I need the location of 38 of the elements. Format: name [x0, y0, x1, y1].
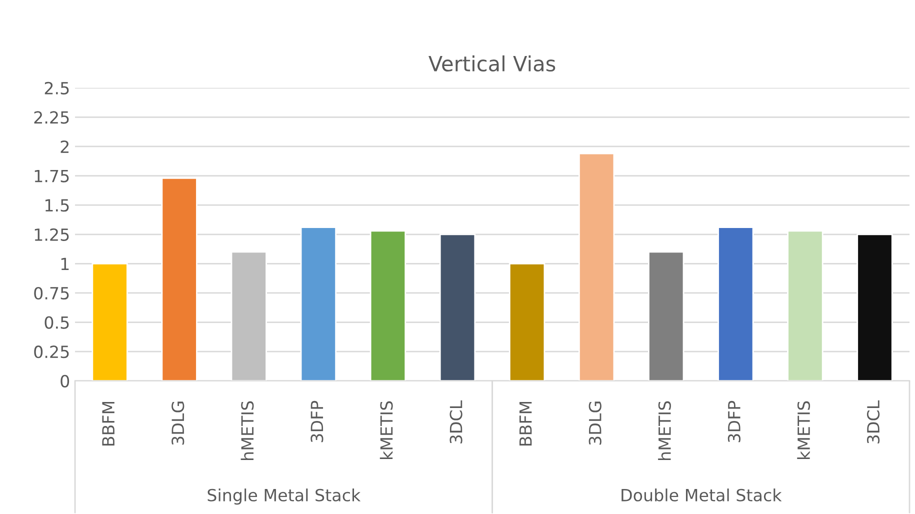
x-tick-label: 3DFP — [310, 400, 324, 442]
y-tick-label: 0.75 — [34, 286, 69, 300]
x-tick-label: BBFM — [519, 402, 532, 446]
x-tick-label: kMETIS — [380, 401, 393, 460]
x-tick-label: kMETIS — [797, 401, 810, 460]
x-tick-label: hMETIS — [658, 401, 671, 460]
y-tick-label: 2.25 — [34, 111, 69, 124]
x-tick-label: 3DLG — [588, 402, 602, 445]
y-tick-label: 1.5 — [45, 199, 69, 212]
bar — [300, 226, 336, 381]
bar — [161, 177, 198, 381]
y-tick-label: 0.5 — [44, 316, 69, 329]
x-tick-label: 3DCL — [866, 400, 880, 444]
x-tick-label: BBFM — [102, 402, 114, 446]
y-tick-label: 2.5 — [44, 82, 69, 94]
bar — [787, 230, 824, 381]
y-tick-label: 0.25 — [34, 346, 69, 358]
x-tick-label: hMETIS — [240, 401, 254, 460]
y-tick-label: 1.75 — [34, 170, 69, 182]
bar — [508, 262, 546, 381]
bar — [230, 251, 267, 381]
x-tick-label: 3DLG — [172, 402, 184, 445]
bar — [439, 234, 476, 381]
bar — [578, 152, 615, 381]
bar — [718, 226, 754, 381]
x-tick-label: 3DCL — [450, 400, 462, 444]
bar — [92, 262, 128, 381]
y-tick-label: 2 — [60, 140, 68, 153]
y-tick-label: 0 — [60, 374, 70, 388]
text: Single Metal Stack — [208, 488, 361, 505]
y-tick-label: 1.25 — [34, 228, 69, 241]
bar — [856, 234, 893, 381]
bar — [648, 251, 684, 381]
chart-title: Vertical Vias — [428, 55, 556, 72]
y-tick-label: 1 — [61, 258, 69, 270]
text: Double Metal Stack — [622, 488, 782, 502]
x-tick-label: 3DFP — [728, 400, 740, 442]
bar — [370, 230, 406, 381]
